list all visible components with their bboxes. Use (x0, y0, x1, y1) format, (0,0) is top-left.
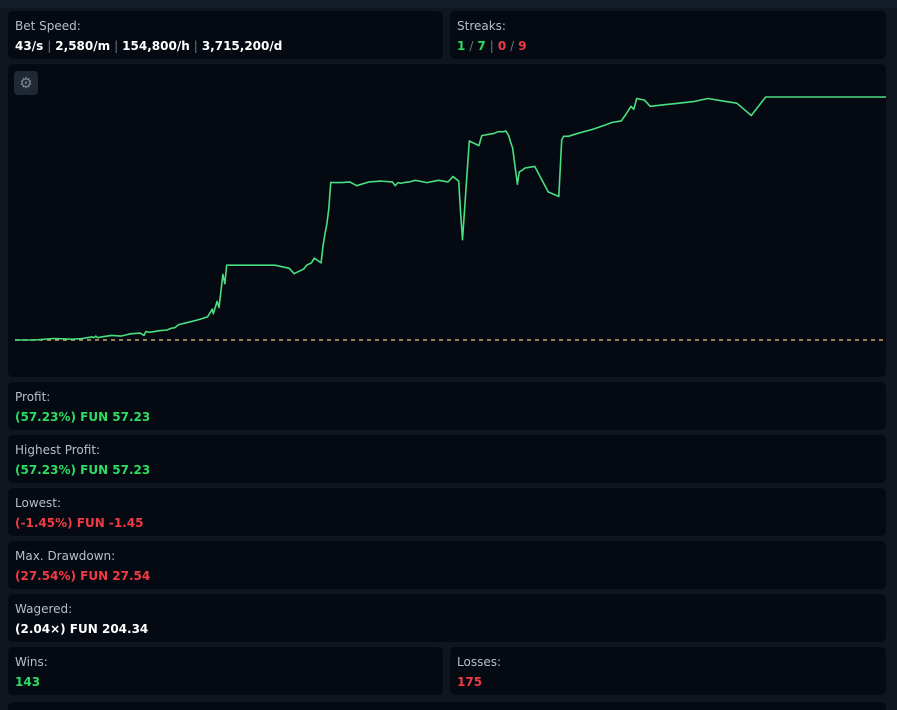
wins-card: Wins: 143 (8, 647, 443, 695)
bet-speed-per-minute: 2,580/m (55, 39, 111, 53)
win-streak-current: 1 (457, 39, 466, 53)
profit-value: (57.23%) FUN 57.23 (15, 410, 151, 424)
separator: | (193, 39, 198, 53)
wins-label: Wins: (15, 655, 48, 669)
win-streak-max: 7 (477, 39, 486, 53)
profit-chart-card (8, 64, 886, 377)
lowest-label: Lowest: (15, 496, 62, 510)
lowest-value: (-1.45%) FUN -1.45 (15, 516, 144, 530)
wagered-card: Wagered: (2.04×) FUN 204.34 (8, 594, 886, 642)
bet-speed-card: Bet Speed: 43/s | 2,580/m | 154,800/h | 3,715,… (8, 11, 443, 59)
profit-label: Profit: (15, 390, 51, 404)
highest-profit-value: (57.23%) FUN 57.23 (15, 463, 151, 477)
bet-speed-per-second: 43/s (15, 39, 44, 53)
profit-series-line (15, 96, 886, 341)
wagered-label: Wagered: (15, 602, 73, 616)
separator: | (489, 39, 494, 53)
highest-profit-card: Highest Profit: (57.23%) FUN 57.23 (8, 435, 886, 483)
max-drawdown-value: (27.54%) FUN 27.54 (15, 569, 151, 583)
next-card-edge (8, 702, 886, 710)
max-drawdown-label: Max. Drawdown: (15, 549, 116, 563)
loss-streak-max: 9 (518, 39, 527, 53)
highest-profit-label: Highest Profit: (15, 443, 101, 457)
bet-speed-per-hour: 154,800/h (122, 39, 190, 53)
streaks-label: Streaks: (457, 19, 506, 33)
separator: | (114, 39, 119, 53)
streaks-values: 1/7 | 0/9 (457, 39, 879, 54)
separator: | (47, 39, 52, 53)
wagered-value: (2.04×) FUN 204.34 (15, 622, 149, 636)
losses-label: Losses: (457, 655, 501, 669)
lowest-card: Lowest: (-1.45%) FUN -1.45 (8, 488, 886, 536)
loss-streak-current: 0 (497, 39, 507, 53)
bet-speed-label: Bet Speed: (15, 19, 81, 33)
max-drawdown-card: Max. Drawdown: (27.54%) FUN 27.54 (8, 541, 886, 589)
wins-value: 143 (15, 675, 41, 689)
top-edge (0, 0, 897, 8)
losses-card: Losses: 175 (450, 647, 886, 695)
bet-speed-values: 43/s | 2,580/m | 154,800/h | 3,715,200/d (15, 39, 436, 54)
losses-value: 175 (457, 675, 483, 689)
bet-speed-per-day: 3,715,200/d (201, 39, 283, 53)
slash: / (469, 39, 474, 53)
slash: / (510, 39, 515, 53)
streaks-card: Streaks: 1/7 | 0/9 (450, 11, 886, 59)
profit-card: Profit: (57.23%) FUN 57.23 (8, 382, 886, 430)
gear-icon[interactable]: ⚙ (14, 71, 38, 95)
